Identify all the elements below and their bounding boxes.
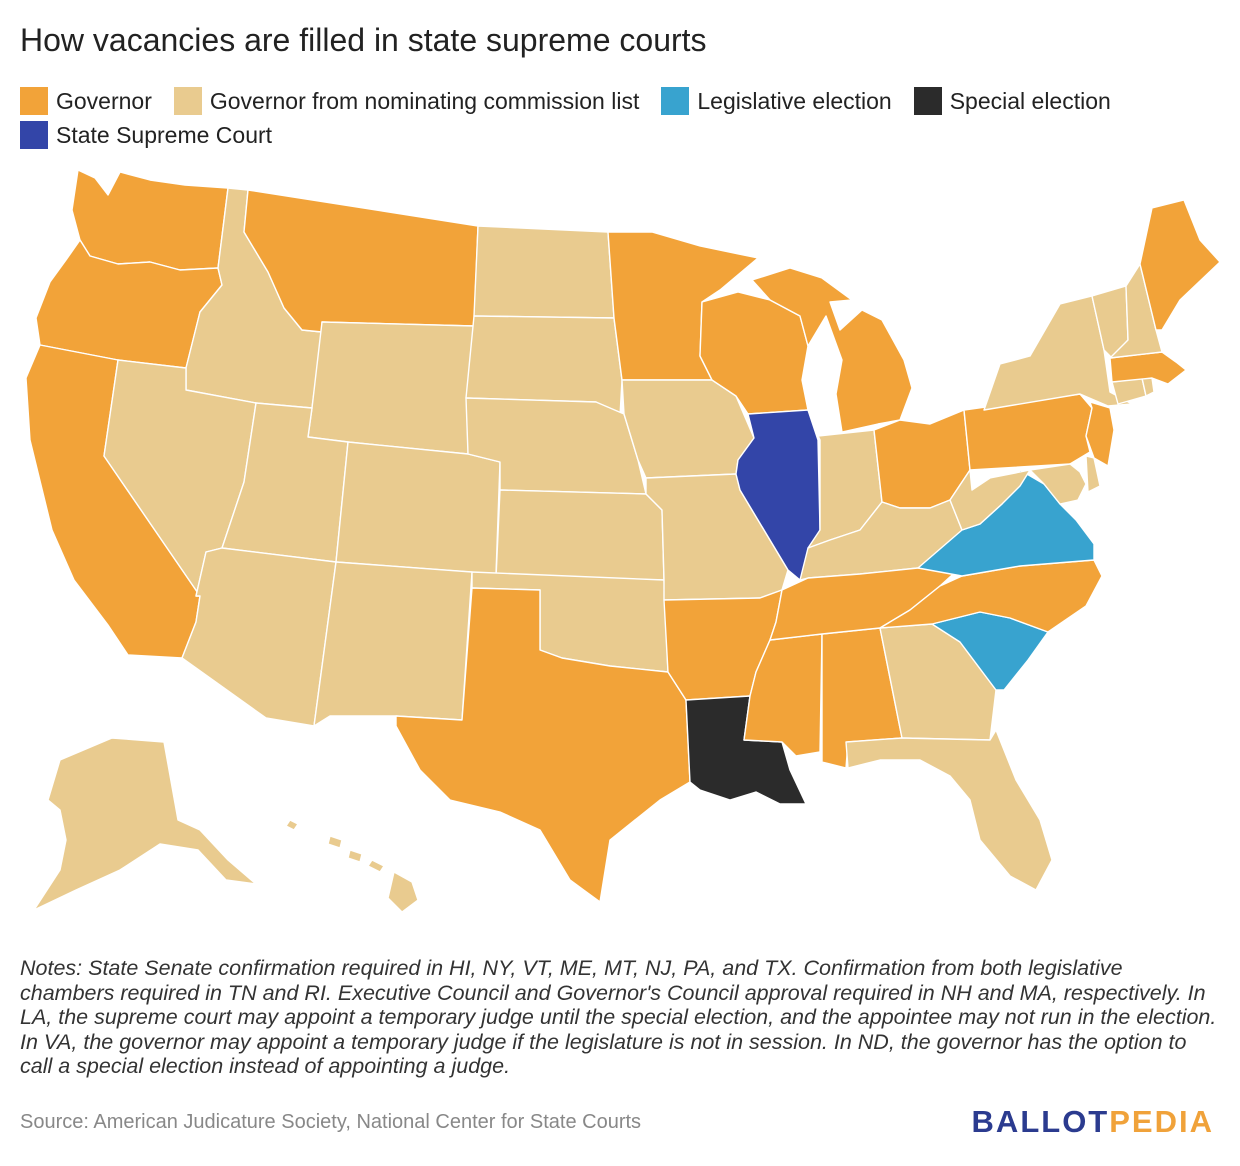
state-wy[interactable] — [307, 321, 475, 455]
state-pa[interactable] — [963, 393, 1093, 471]
state-ny[interactable] — [983, 295, 1133, 411]
state-fl[interactable] — [845, 729, 1053, 891]
notes: Notes: State Senate confirmation require… — [20, 956, 1217, 1079]
ballotpedia-logo: BALLOTPEDIA — [972, 1104, 1214, 1140]
legend-item-legislative-election: Legislative election — [661, 87, 892, 115]
legend-item-state-supreme-court: State Supreme Court — [20, 121, 272, 149]
legend-swatch-governor — [20, 87, 48, 115]
state-me[interactable] — [1139, 199, 1221, 331]
legend-swatch-state-supreme-court — [20, 121, 48, 149]
state-hi[interactable] — [285, 819, 419, 913]
state-nd[interactable] — [473, 225, 615, 319]
legend-item-governor-commission: Governor from nominating commission list — [173, 87, 640, 115]
chart-title: How vacancies are filled in state suprem… — [20, 22, 707, 58]
legend-swatch-governor-commission — [173, 87, 202, 115]
us-map — [0, 150, 1240, 940]
legend-label-governor-commission: Governor from nominating commission list — [209, 87, 640, 114]
legend-swatch-legislative-election — [661, 87, 690, 115]
state-ks[interactable] — [495, 489, 665, 581]
source-text: Source: American Judicature Society, Nat… — [20, 1111, 642, 1133]
state-wa[interactable] — [71, 169, 229, 271]
legend-swatch-special-election — [913, 87, 942, 115]
state-de[interactable] — [1085, 455, 1101, 493]
legend-label-governor: Governor — [56, 87, 152, 114]
state-wv[interactable] — [949, 469, 1031, 531]
legend-item-governor: Governor — [20, 87, 152, 115]
state-tn[interactable] — [769, 565, 963, 641]
state-mi[interactable] — [751, 267, 913, 433]
legend-label-legislative-election: Legislative election — [697, 87, 892, 114]
state-nj[interactable] — [1085, 401, 1115, 467]
legend-label-state-supreme-court: State Supreme Court — [56, 121, 273, 148]
logo-part-ballot: BALLOT — [971, 1104, 1110, 1139]
state-az[interactable] — [181, 547, 337, 727]
state-tx[interactable] — [395, 587, 691, 903]
legend-item-special-election: Special election — [913, 87, 1111, 115]
logo-part-pedia: PEDIA — [1109, 1104, 1214, 1139]
state-nm[interactable] — [313, 561, 473, 727]
state-md[interactable] — [1029, 463, 1087, 505]
state-wi[interactable] — [699, 291, 809, 415]
state-il[interactable] — [735, 409, 821, 581]
state-ak[interactable] — [33, 737, 257, 911]
legend: Governor Governor from nominating commis… — [20, 84, 1220, 152]
legend-label-special-election: Special election — [949, 87, 1111, 114]
state-co[interactable] — [335, 441, 501, 575]
state-ma[interactable] — [1109, 351, 1187, 385]
